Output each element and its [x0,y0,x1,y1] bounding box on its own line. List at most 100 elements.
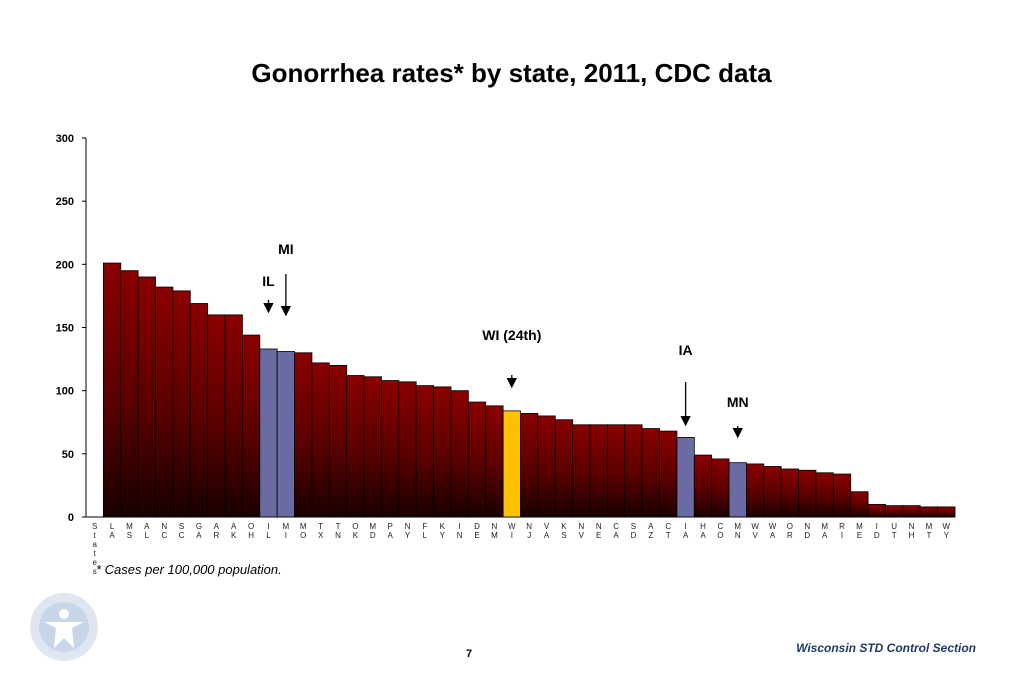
x-tick-label: F [422,522,427,531]
bar-me [850,491,869,518]
x-tick-label: A [144,522,150,531]
bar-tn [328,364,348,518]
x-tick-label: D [370,531,376,540]
x-tick-label: R [787,531,793,540]
x-tick-label: M [821,522,828,531]
y-tick-label: 250 [56,196,74,208]
y-tick-label: 300 [56,133,74,145]
bar-al [137,276,156,518]
annotation-ia: IA [679,342,693,358]
x-tick-label: K [353,531,359,540]
bar-ks [554,419,574,518]
x-tick-label: I [841,531,843,540]
x-tick-label: E [474,531,479,540]
health-department-seal-icon [30,593,98,661]
x-tick-label: C [717,522,723,531]
bar-nc [155,286,174,518]
x-tick-label: V [579,531,585,540]
x-tick-label: T [336,522,341,531]
bar-ha [693,454,713,518]
bar-ar [207,314,226,518]
x-tick-label: S [92,522,97,531]
bar-ca [607,424,626,518]
x-tick-label: Y [405,531,411,540]
x-tick-label: E [596,531,601,540]
bar-mi [276,351,295,518]
x-tick-label: N [457,531,463,540]
bar-sd [624,424,643,518]
x-tick-label: M [126,522,133,531]
bar-mo [294,352,313,518]
x-tick-label: K [231,531,237,540]
bar-ct [659,430,678,518]
x-tick-label: I [511,531,513,540]
bar-de [467,401,487,518]
x-tick-label: I [684,522,686,531]
x-tick-label: C [179,531,185,540]
x-tick-label: S [127,531,132,540]
x-tick-label: R [213,531,219,540]
x-tick-label: A [544,531,550,540]
x-tick-label: A [683,531,689,540]
x-tick-label: M [491,531,498,540]
y-tick-label: 100 [56,386,74,398]
page-number: 7 [466,648,473,660]
x-tick-label: M [734,522,741,531]
x-tick-label: N [596,522,602,531]
x-tick-label: N [735,531,741,540]
x-tick-label: A [231,522,237,531]
x-tick-label: O [717,531,723,540]
x-tick-label: U [891,522,897,531]
x-tick-label: A [770,531,776,540]
x-tick-label: T [666,531,671,540]
x-tick-label: G [196,522,202,531]
bar-mn [728,462,747,518]
footnote: * Cases per 100,000 population. [96,562,282,577]
bar-nj [520,413,539,518]
x-tick-label: C [613,522,619,531]
bar-wi [502,410,521,518]
x-tick-label: D [874,531,880,540]
x-tick-label: W [769,522,777,531]
x-tick-label: C [161,531,167,540]
x-tick-label: D [474,522,480,531]
bar-la [102,262,122,518]
bar-nh [902,505,921,518]
bar-nm [485,405,504,518]
bar-oh [242,334,261,518]
bar-il [259,348,278,518]
bar-tx [311,362,330,518]
bar-az [641,428,660,518]
x-tick-label: W [943,522,951,531]
x-tick-label: M [283,522,290,531]
bar-in [450,390,469,518]
x-tick-label: L [266,531,271,540]
bar-md [363,376,382,518]
annotation-mn: MN [727,394,749,410]
x-tick-label: R [839,522,845,531]
bar-fl [415,385,435,518]
x-tick-label: D [804,531,810,540]
bar-ut [885,505,904,518]
bar-sc [172,290,191,518]
x-tick-label: N [161,522,167,531]
x-tick-label: A [648,522,654,531]
x-tick-label: T [926,531,931,540]
x-tick-label: S [179,522,184,531]
y-tick-label: 0 [68,512,74,524]
x-tick-label: A [387,531,393,540]
annotation-mi: MI [278,241,294,257]
x-tick-label: N [526,522,532,531]
x-tick-label: S [631,522,636,531]
x-tick-label: N [492,522,498,531]
x-tick-label: N [804,522,810,531]
x-tick-label: O [787,522,793,531]
x-tick-label: O [352,522,358,531]
x-tick-label: M [926,522,933,531]
x-tick-label: Y [944,531,950,540]
x-tick-label: A [613,531,619,540]
bar-wv [746,463,765,518]
bar-pa [381,380,400,518]
x-tick-label: L [110,522,115,531]
